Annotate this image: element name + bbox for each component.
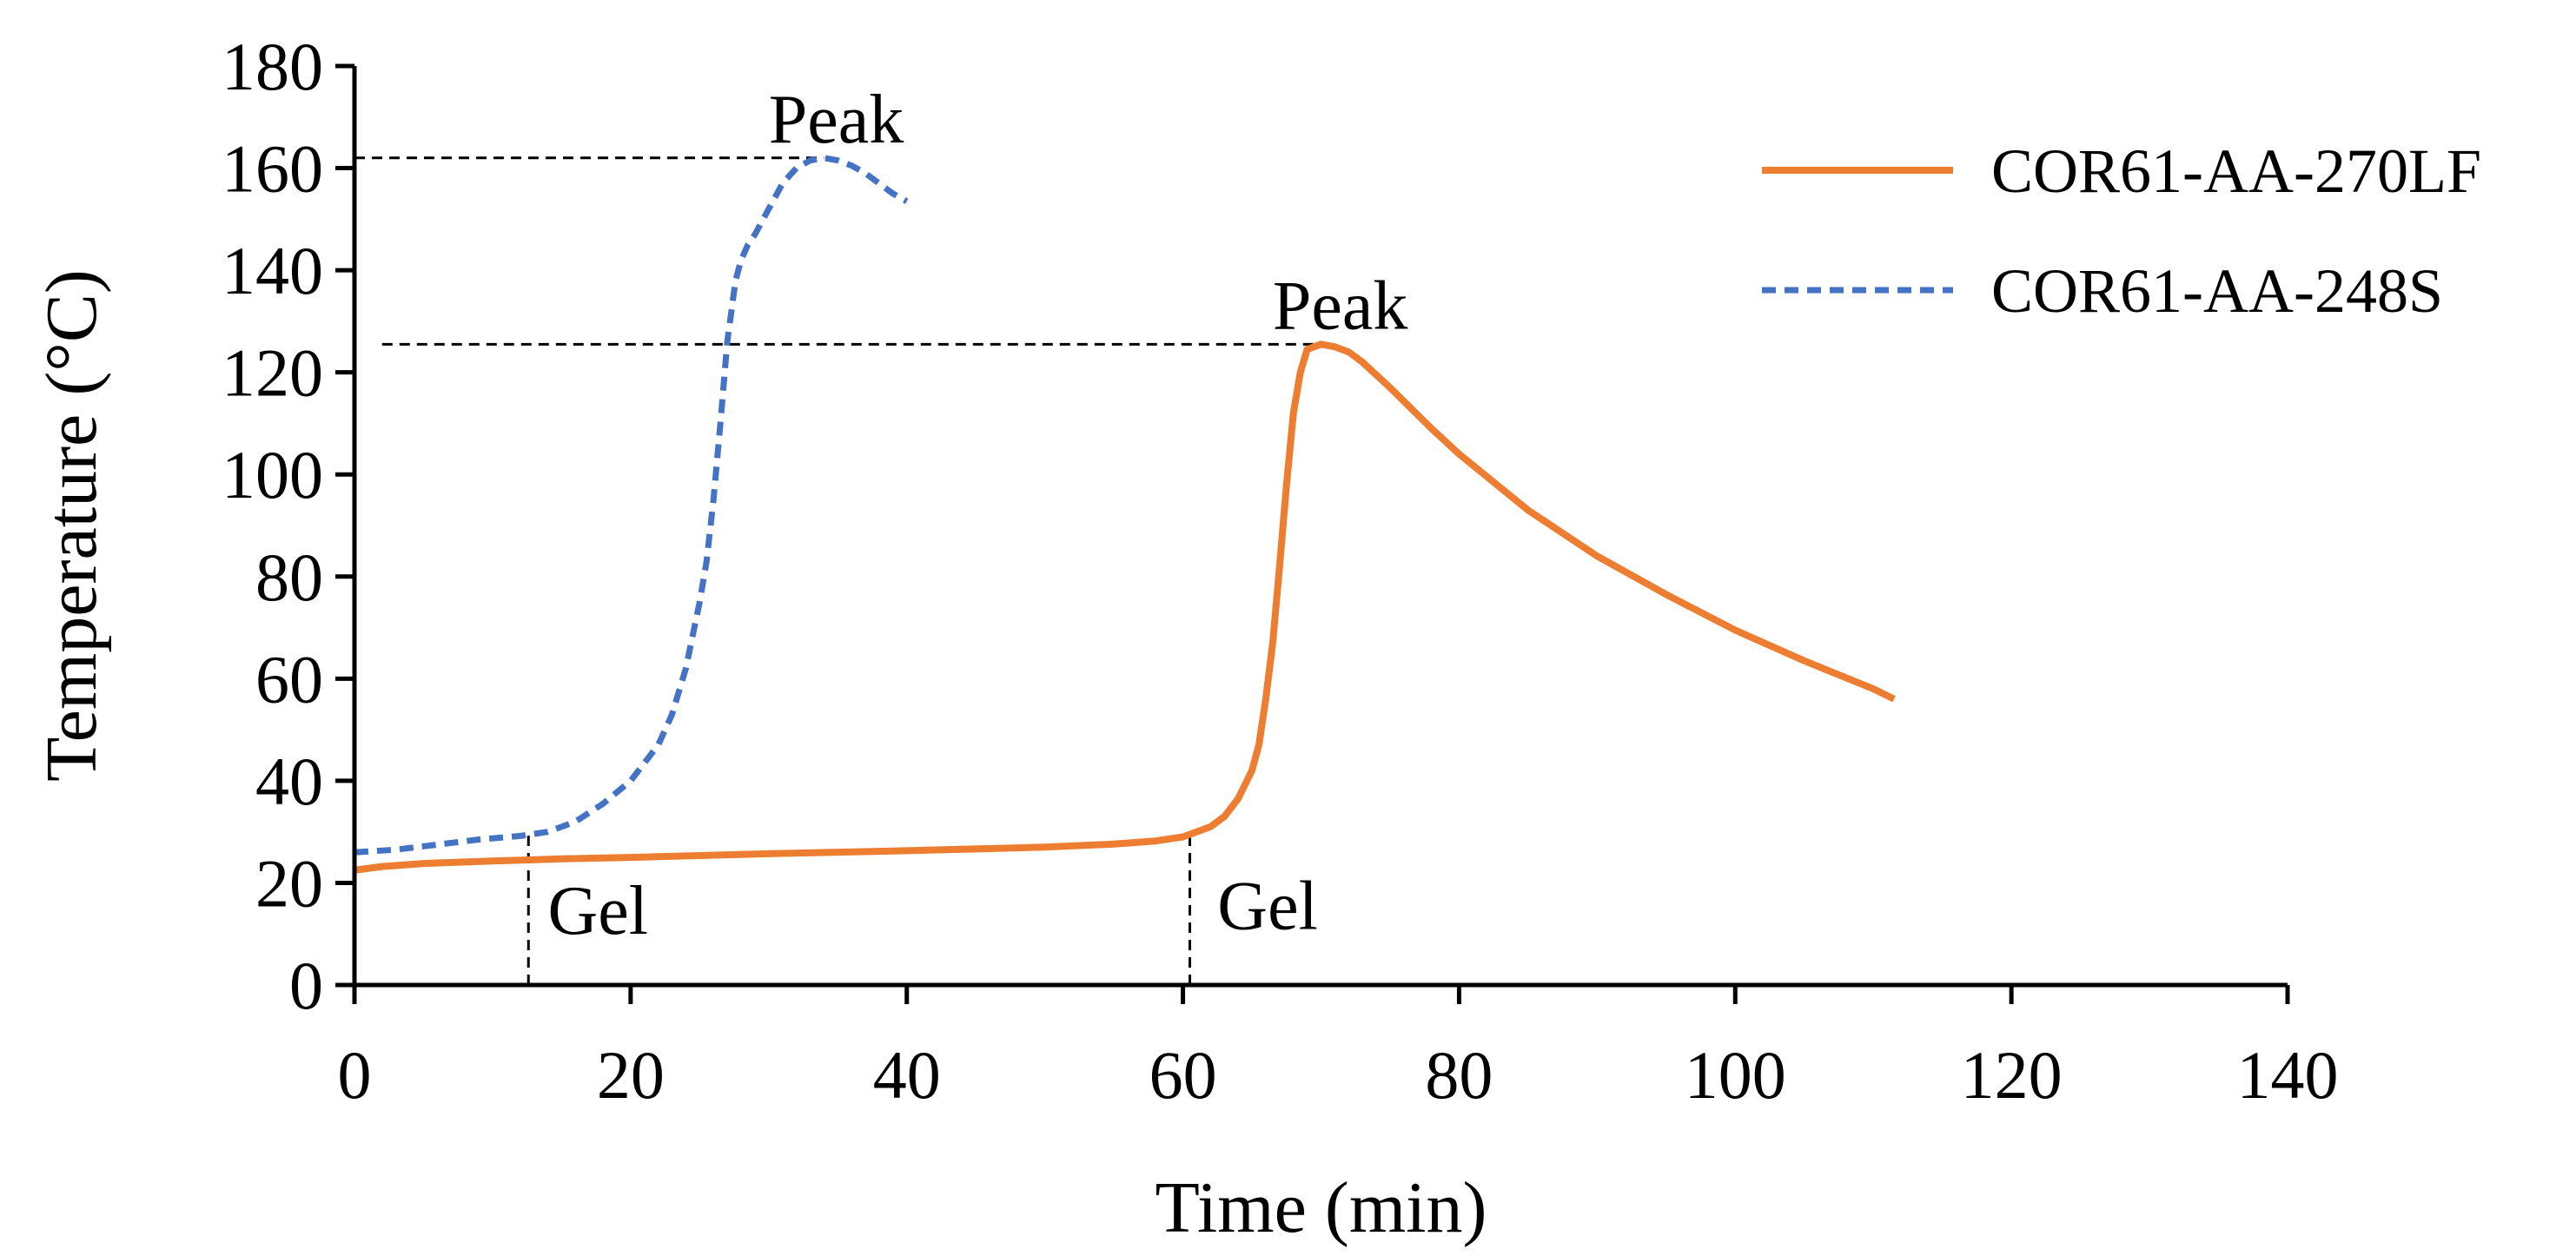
legend: COR61-AA-270LF COR61-AA-248S — [1762, 136, 2481, 326]
annotations: Peak Peak Gel Gel — [548, 82, 1408, 949]
y-tick-label: 80 — [255, 539, 323, 615]
y-tick-label: 120 — [222, 335, 323, 411]
y-tick-label: 60 — [255, 641, 323, 717]
series-line-cor61-aa-270lf — [354, 340, 1896, 874]
y-tick-label: 40 — [255, 744, 323, 819]
legend-label-cor61-aa-248s: COR61-AA-248S — [1991, 256, 2443, 326]
y-tick-label: 160 — [222, 131, 323, 207]
x-tick-label: 0 — [338, 1037, 372, 1113]
series-lines — [354, 155, 1896, 874]
x-tick-label: 20 — [597, 1037, 665, 1113]
gel-label-270lf: Gel — [1217, 868, 1318, 944]
x-tick-label: 80 — [1425, 1037, 1493, 1113]
y-tick-label: 0 — [289, 948, 323, 1023]
x-tick-label: 40 — [873, 1037, 941, 1113]
x-tick-label: 120 — [1961, 1037, 2063, 1113]
y-tick-label: 180 — [222, 29, 323, 104]
y-tick-label: 20 — [255, 845, 323, 921]
x-axis-title: Time (min) — [1156, 1167, 1487, 1248]
series-line-cor61-aa-248s — [354, 155, 909, 856]
y-tick-label: 140 — [222, 233, 323, 308]
tick-labels: 0 20 40 60 80 100 120 140 160 180 0 20 40 60 80 100 120 1… — [222, 29, 2339, 1113]
reference-lines — [354, 156, 1321, 985]
axes — [335, 63, 2290, 1004]
x-tick-label: 60 — [1149, 1037, 1217, 1113]
x-tick-label: 140 — [2237, 1037, 2339, 1113]
legend-label-cor61-aa-270lf: COR61-AA-270LF — [1991, 136, 2481, 206]
y-tick-label: 100 — [222, 437, 323, 512]
peak-label-270lf: Peak — [1273, 268, 1408, 345]
peak-label-248s: Peak — [769, 82, 904, 158]
x-tick-label: 100 — [1685, 1037, 1786, 1113]
gel-label-248s: Gel — [548, 873, 649, 949]
y-axis-title: Temperature (°C) — [31, 269, 112, 782]
